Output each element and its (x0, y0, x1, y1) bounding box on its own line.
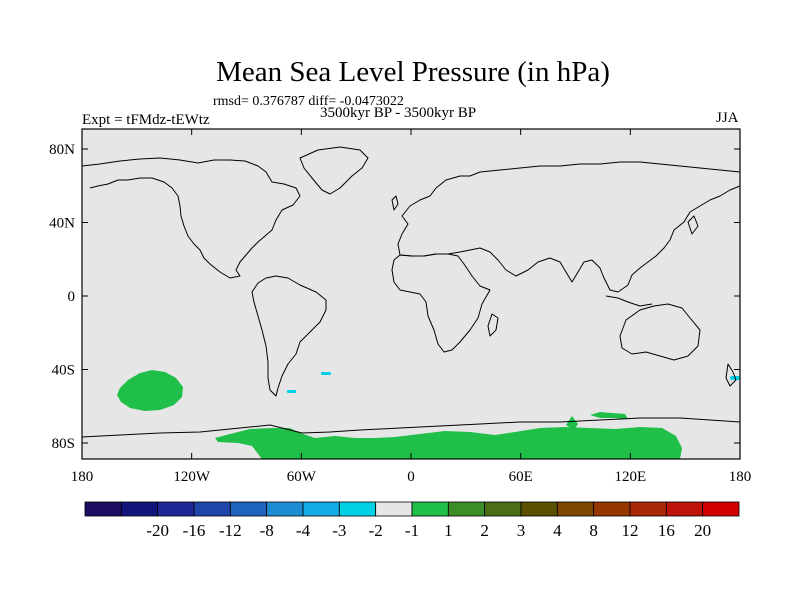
colorbar-label: -1 (405, 521, 419, 540)
longitude-axis: 180 120W 60W 0 60E 120E 180 (71, 129, 752, 485)
colorbar-swatch (520, 501, 558, 517)
colorbar-label: 2 (480, 521, 489, 540)
lon-tick-label: 180 (71, 469, 94, 485)
colorbar-label: -8 (260, 521, 274, 540)
colorbar-swatch (484, 501, 522, 517)
new-zealand-coastline (725, 363, 737, 387)
south-america-coastline (251, 275, 327, 397)
east-antarctic-anomaly-2 (566, 416, 578, 430)
colorbar-swatch (556, 501, 595, 517)
lat-tick-label: 0 (68, 289, 76, 305)
north-america-coastline (81, 157, 301, 279)
lat-tick-label: 80S (52, 436, 75, 452)
colorbar-label: 8 (589, 521, 598, 540)
lon-tick-label: 60W (287, 469, 317, 485)
antarctic-anomaly (215, 427, 682, 459)
british-isles-coastline (391, 195, 399, 211)
colorbar-swatch (84, 501, 122, 517)
lon-tick-label: 60E (509, 469, 533, 485)
indonesia-coastline (605, 295, 653, 307)
stats-text: rmsd= 0.376787 diff= -0.0473022 (213, 94, 404, 109)
drake-passage-negative (287, 390, 296, 393)
colorbar-label: 12 (622, 521, 639, 540)
colorbar-label: -4 (296, 521, 311, 540)
colorbar-swatch (411, 501, 449, 517)
latitude-axis: 80N 40N 0 40S 80S (49, 142, 740, 452)
eurasia-coastline (397, 161, 741, 293)
colorbar-label: -2 (369, 521, 383, 540)
south-atlantic-negative (321, 372, 331, 375)
colorbar-swatch (375, 501, 413, 517)
colorbar-label: -20 (146, 521, 169, 540)
colorbar-swatch (266, 501, 304, 517)
colorbar-swatch (229, 501, 268, 517)
colorbar-label: 16 (658, 521, 675, 540)
japan-coastline (687, 215, 699, 235)
period-text: 3500kyr BP - 3500kyr BP (320, 105, 477, 121)
madagascar-coastline (487, 313, 499, 337)
map-title: Mean Sea Level Pressure (in hPa) (216, 56, 610, 88)
lat-tick-label: 40N (49, 216, 75, 232)
season-label: JJA (716, 110, 739, 126)
colorbar-label: 1 (444, 521, 453, 540)
lat-tick-label: 40S (52, 363, 75, 379)
greenland-coastline (299, 146, 369, 195)
colorbar-swatch (157, 501, 195, 517)
south-pacific-anomaly (117, 370, 183, 411)
experiment-label: Expt = tFMdz-tEWtz (82, 112, 210, 128)
colorbar-swatch (665, 501, 704, 517)
australia-coastline (619, 303, 701, 361)
colorbar-swatch (447, 501, 486, 517)
lon-tick-label: 120E (614, 469, 646, 485)
colorbar: -20 -16 -12 -8 -4 -3 -2 -1 1 2 3 4 8 12 16 20 (84, 501, 740, 540)
africa-coastline (391, 253, 491, 353)
colorbar-swatch (593, 501, 631, 517)
anomaly-regions (117, 370, 682, 459)
colorbar-swatch (193, 501, 231, 517)
colorbar-label: 4 (553, 521, 562, 540)
colorbar-swatch (629, 501, 667, 517)
lon-tick-label: 180 (729, 469, 752, 485)
lon-tick-label: 0 (407, 469, 415, 485)
colorbar-swatch (338, 501, 377, 517)
colorbar-swatch (702, 501, 740, 517)
colorbar-label: -12 (219, 521, 242, 540)
lon-tick-label: 120W (173, 469, 211, 485)
east-antarctic-coast-anomaly (590, 412, 628, 419)
map-background (82, 129, 740, 459)
colorbar-swatch (120, 501, 159, 517)
lat-tick-label: 80N (49, 142, 75, 158)
colorbar-label: 3 (517, 521, 526, 540)
colorbar-label: -16 (183, 521, 206, 540)
antarctica-coastline (81, 417, 741, 438)
colorbar-label: 20 (694, 521, 711, 540)
colorbar-label: -3 (332, 521, 346, 540)
colorbar-swatch (302, 501, 340, 517)
coastlines (81, 146, 741, 438)
map-panel: 180 120W 60W 0 60E 120E 180 80N 40N 0 40S 80S (49, 128, 752, 485)
